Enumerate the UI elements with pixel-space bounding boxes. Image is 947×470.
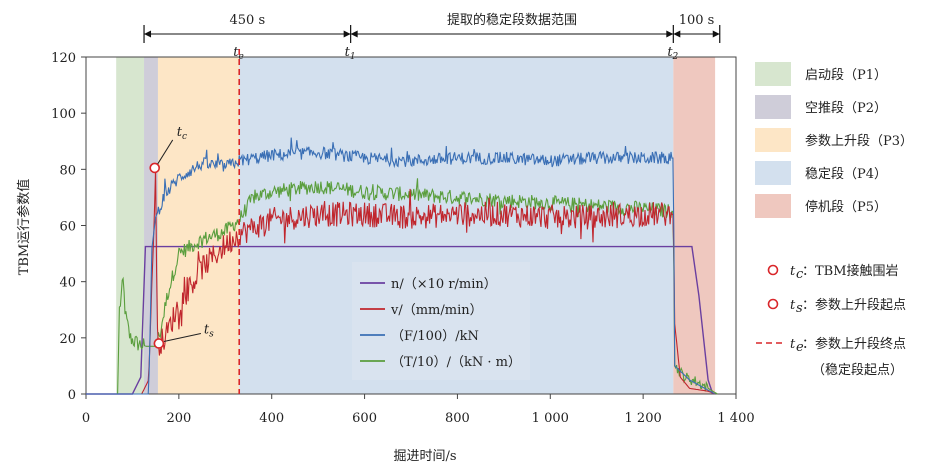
ts-subscript: s — [209, 329, 214, 339]
series-legend: n/（×10 r/min） v/（mm/min） （F/100）/kN （T/10）/… — [352, 262, 530, 380]
ts-label: ts — [204, 322, 214, 339]
ts-pointer — [163, 332, 201, 342]
phase-legend: 启动段（P1）空推段（P2）参数上升段（P3）稳定段（P4）停机段（P5）t c：… — [755, 62, 913, 378]
y-tick-label: 40 — [59, 276, 76, 291]
phase-legend-label: 停机段（P5） — [805, 199, 887, 215]
phase-legend-label: 稳定段（P4） — [805, 166, 887, 182]
x-tick-label: 1 000 — [532, 411, 569, 426]
marker-legend-sub: e — [796, 340, 804, 355]
span-annotations: 450 s 提取的稳定段数据范围 100 s — [143, 12, 721, 43]
span-arrowhead — [673, 30, 681, 38]
marker-legend-circle — [767, 264, 779, 276]
x-tick-label: 800 — [445, 411, 470, 426]
marker-label-t2: t2 — [667, 45, 678, 62]
series-line-v — [86, 167, 715, 395]
span-label: 提取的稳定段数据范围 — [447, 12, 577, 28]
phase-legend-label: 参数上升段（P3） — [805, 133, 913, 149]
y-axis-label: TBM运行参数值 — [16, 179, 32, 276]
marker-legend-text: ：参数上升段起点 — [802, 297, 906, 313]
phase-legend-swatch — [755, 62, 791, 86]
phase-legend-swatch — [755, 95, 791, 119]
y-tick-label: 80 — [59, 163, 76, 178]
marker-subscript: 2 — [672, 52, 679, 62]
marker-legend-sym: t — [790, 264, 796, 279]
span-arrowhead — [343, 30, 351, 38]
series-line-T — [86, 178, 718, 395]
phase-legend-swatch — [755, 194, 791, 218]
phase-legend-swatch — [755, 128, 791, 152]
span-arrowhead — [712, 30, 720, 38]
tc-pointer — [157, 139, 174, 165]
y-tick-label: 60 — [59, 220, 76, 235]
marker-legend-sub: c — [796, 267, 804, 282]
marker-subscript: e — [238, 52, 243, 62]
legend-label-T: （T/10）/（kN · m） — [391, 355, 521, 370]
tc-marker — [149, 162, 161, 174]
marker-legend-circle — [767, 298, 779, 310]
span-arrowhead — [666, 30, 674, 38]
span-label: 100 s — [679, 13, 715, 28]
y-tick-label: 100 — [51, 107, 76, 122]
phase-band-3 — [157, 57, 240, 394]
marker-label-te: te — [233, 45, 244, 62]
marker-legend-text: ：参数上升段终点 — [802, 336, 906, 352]
x-tick-label: 200 — [166, 411, 191, 426]
marker-legend-text: ：TBM接触围岩 — [802, 263, 899, 279]
markers: te t1 t2 tc ts — [149, 45, 679, 394]
phase-bands — [116, 57, 716, 394]
x-tick-label: 400 — [259, 411, 284, 426]
x-tick-label: 0 — [82, 411, 90, 426]
x-tick-label: 1 200 — [625, 411, 662, 426]
legend-label-n: n/（×10 r/min） — [391, 277, 497, 292]
y-tick-label: 0 — [68, 388, 76, 403]
tc-label: tc — [177, 125, 187, 142]
ts-marker — [153, 338, 165, 349]
series-line-n — [86, 245, 714, 395]
span-arrowhead — [144, 30, 152, 38]
marker-subscript: 1 — [350, 52, 356, 62]
marker-legend-text: （稳定段起点） — [812, 362, 903, 378]
tc-subscript: c — [182, 132, 187, 142]
marker-label-t1: t1 — [345, 45, 356, 62]
legend-label-v: v/（mm/min） — [390, 303, 483, 318]
x-tick-label: 600 — [352, 411, 377, 426]
x-axis-label: 掘进时间/s — [393, 449, 456, 464]
phase-band-5 — [673, 57, 716, 394]
series-line-F — [86, 137, 715, 395]
legend-label-F: （F/100）/kN — [391, 329, 479, 344]
marker-legend-sym: t — [790, 337, 796, 352]
y-tick-label: 120 — [51, 51, 76, 66]
y-tick-label: 20 — [59, 332, 76, 347]
axes: 0 200 400 600 800 1 000 1 200 1 400 0 20 40 60 80 100… — [51, 51, 754, 426]
phase-legend-swatch — [755, 161, 791, 185]
phase-legend-label: 启动段（P1） — [805, 68, 887, 83]
span-label: 450 s — [230, 13, 266, 28]
marker-legend-sym: t — [790, 298, 796, 313]
span-arrowhead — [350, 30, 358, 38]
series-lines — [86, 137, 718, 395]
marker-legend-sub: s — [796, 301, 803, 316]
x-tick-label: 1 400 — [717, 411, 754, 426]
phase-legend-label: 空推段（P2） — [805, 101, 887, 116]
phase-band-2 — [144, 57, 158, 394]
